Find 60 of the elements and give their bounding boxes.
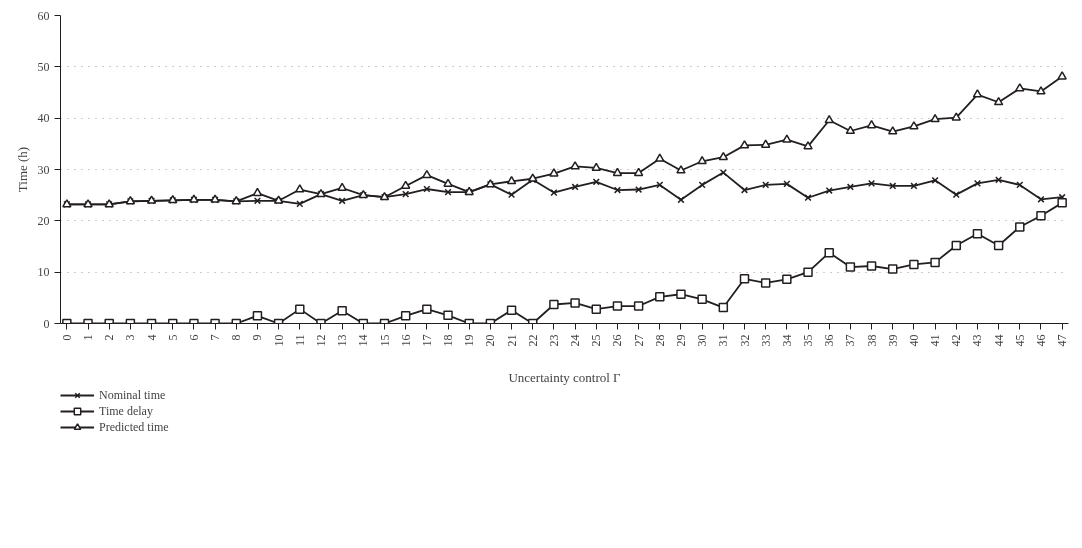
x-tick-label: 17: [419, 334, 434, 347]
y-tick-label: 30: [37, 162, 50, 177]
x-tick-label: 0: [59, 334, 74, 341]
x-tick-label: 4: [144, 334, 159, 341]
x-tick-label: 39: [885, 334, 900, 347]
x-tick-label: 12: [313, 334, 328, 347]
x-tick-label: 6: [186, 334, 201, 341]
x-tick-label: 44: [991, 334, 1006, 347]
x-tick-label: 22: [525, 334, 540, 347]
x-tick-label: 36: [822, 334, 837, 347]
legend-label: Nominal time: [99, 387, 166, 403]
x-tick-label: 41: [928, 334, 943, 347]
x-tick-label: 10: [271, 334, 286, 347]
x-tick-label: 8: [229, 334, 244, 341]
x-tick-label: 2: [102, 334, 117, 341]
x-tick-label: 11: [292, 334, 307, 347]
x-tick-label: 25: [589, 334, 604, 347]
x-tick-label: 9: [250, 334, 265, 341]
x-tick-label: 35: [801, 334, 816, 347]
x-tick-label: 37: [843, 334, 858, 347]
x-tick-label: 29: [673, 334, 688, 347]
x-tick-label: 20: [483, 334, 498, 347]
x-axis-title: Uncertainty control Γ: [508, 369, 622, 385]
legend-label: Time delay: [99, 403, 153, 419]
x-tick-label: 3: [123, 334, 138, 341]
x-tick-label: 42: [949, 334, 964, 347]
y-tick-label: 0: [43, 316, 50, 331]
x-tick-label: 1: [81, 334, 96, 341]
x-tick-label: 26: [610, 334, 625, 347]
x-tick-label: 30: [695, 334, 710, 347]
x-tick-label: 45: [1012, 334, 1027, 347]
x-tick-label: 32: [737, 334, 752, 347]
y-axis-title: Time (h): [14, 146, 30, 193]
x-tick-label: 16: [398, 334, 413, 347]
x-tick-label: 27: [631, 334, 646, 347]
y-tick-label: 40: [37, 111, 50, 126]
x-tick-label: 38: [864, 334, 879, 347]
x-tick-label: 46: [1033, 334, 1048, 347]
x-tick-label: 43: [970, 334, 985, 347]
x-tick-label: 40: [906, 334, 921, 347]
x-tick-label: 15: [377, 334, 392, 347]
x-tick-label: 21: [504, 334, 519, 347]
x-tick-label: 5: [165, 334, 180, 341]
x-tick-label: 31: [716, 334, 731, 347]
y-tick-label: 50: [37, 59, 50, 74]
x-tick-label: 24: [568, 334, 583, 347]
x-tick-label: 13: [335, 334, 350, 347]
x-tick-label: 18: [441, 334, 456, 347]
legend-label: Predicted time: [99, 419, 169, 435]
y-tick-label: 60: [37, 8, 50, 23]
x-tick-label: 7: [208, 334, 223, 341]
x-tick-label: 28: [652, 334, 667, 347]
x-tick-label: 19: [462, 334, 477, 347]
x-tick-label: 33: [758, 334, 773, 347]
y-tick-label: 20: [37, 213, 50, 228]
x-tick-label: 47: [1055, 334, 1070, 347]
x-tick-label: 14: [356, 334, 371, 347]
x-tick-label: 23: [546, 334, 561, 347]
x-tick-label: 34: [779, 334, 794, 347]
y-tick-label: 10: [37, 265, 50, 280]
